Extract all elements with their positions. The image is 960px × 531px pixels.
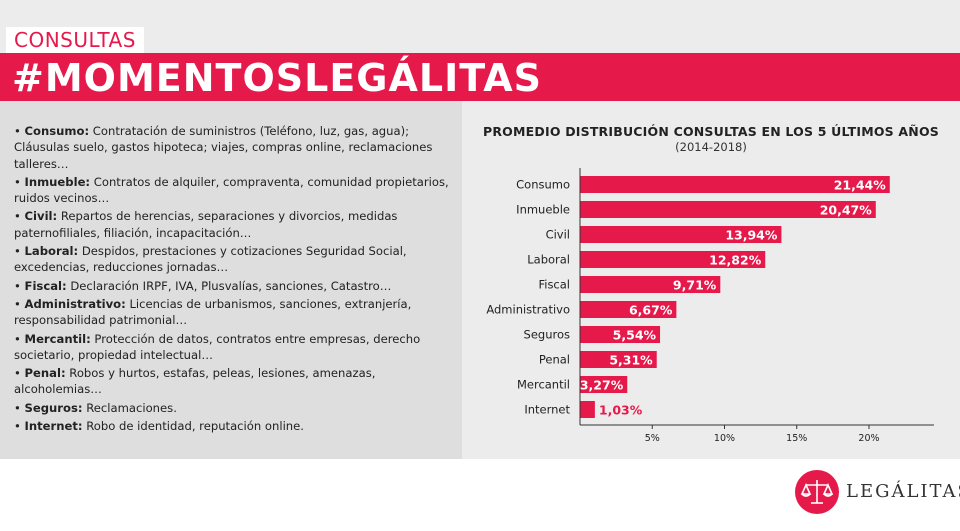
- data-label: 5,31%: [609, 353, 653, 368]
- list-item-text: Despidos, prestaciones y cotizaciones Se…: [14, 244, 407, 275]
- categories-panel: • Consumo: Contratación de suministros (…: [0, 101, 462, 459]
- bullet: •: [14, 331, 25, 346]
- category-list: • Consumo: Contratación de suministros (…: [14, 123, 454, 436]
- bar-chart: Consumo 21,44% Inmueble 20,47% Civil 13,94% La…: [486, 168, 934, 444]
- data-label: 12,82%: [709, 253, 762, 268]
- chart-subtitle: (2014-2018): [675, 140, 747, 154]
- list-item: • Inmueble: Contratos de alquiler, compr…: [14, 174, 454, 207]
- bar: [580, 301, 677, 318]
- list-item-label: Penal:: [24, 366, 66, 381]
- list-item-text: Robos y hurtos, estafas, peleas, lesione…: [14, 366, 376, 397]
- list-item-text: Contratos de alquiler, compraventa, comu…: [14, 174, 449, 206]
- x-tick-label: 20%: [858, 433, 879, 444]
- bar: [580, 226, 782, 243]
- list-item-label: Seguros:: [24, 400, 83, 415]
- list-item: • Internet: Robo de identidad, reputació…: [14, 418, 454, 434]
- category-label: Seguros: [524, 328, 570, 342]
- category-label: Mercantil: [517, 378, 570, 392]
- scales-of-justice-icon: [795, 470, 839, 514]
- category-label: Fiscal: [538, 278, 570, 292]
- list-item-label: Laboral:: [24, 244, 79, 259]
- list-item: • Penal: Robos y hurtos, estafas, peleas…: [14, 365, 454, 398]
- list-item: • Civil: Repartos de herencias, separaci…: [14, 208, 454, 241]
- chart-title: PROMEDIO DISTRIBUCIÓN CONSULTAS EN LOS 5…: [483, 124, 939, 139]
- bullet: •: [14, 366, 25, 381]
- bullet: •: [14, 400, 25, 415]
- bullet: •: [14, 296, 25, 311]
- bullet: •: [14, 419, 25, 434]
- list-item-label: Inmueble:: [24, 174, 91, 189]
- list-item-label: Civil:: [24, 209, 58, 224]
- list-item: • Administrativo: Licencias de urbanismo…: [14, 296, 454, 329]
- x-tick-label: 10%: [714, 433, 735, 444]
- list-item: • Fiscal: Declaración IRPF, IVA, Plusval…: [14, 278, 454, 294]
- data-label: 21,44%: [834, 178, 887, 193]
- category-label: Penal: [539, 353, 570, 367]
- list-item-text: Declaración IRPF, IVA, Plusvalías, sanci…: [70, 278, 392, 293]
- list-item-text: Repartos de herencias, separaciones y di…: [14, 209, 398, 240]
- list-item-label: Fiscal:: [24, 278, 67, 293]
- list-item-label: Mercantil:: [24, 331, 91, 346]
- data-label: 5,54%: [613, 328, 657, 343]
- bar: [580, 326, 661, 343]
- list-item: • Laboral: Despidos, prestaciones y coti…: [14, 243, 454, 276]
- data-label: 3,27%: [580, 378, 624, 393]
- list-item: • Seguros: Reclamaciones.: [14, 400, 454, 416]
- data-label: 20,47%: [820, 203, 873, 218]
- list-item-label: Consumo:: [24, 124, 90, 138]
- data-label: 13,94%: [725, 228, 778, 243]
- category-label: Inmueble: [516, 203, 570, 217]
- category-label: Administrativo: [486, 303, 570, 317]
- list-item-label: Administrativo:: [24, 296, 126, 311]
- data-label: 6,67%: [629, 303, 673, 318]
- data-label: 9,71%: [673, 278, 717, 293]
- category-label: Consumo: [516, 178, 570, 192]
- list-item: • Consumo: Contratación de suministros (…: [14, 123, 454, 172]
- bullet: •: [14, 278, 25, 293]
- list-item-label: Internet:: [24, 419, 83, 434]
- list-item-text: Licencias de urbanismos, sanciones, extr…: [14, 296, 412, 328]
- list-item: • Mercantil: Protección de datos, contra…: [14, 331, 454, 364]
- title-banner: #MOMENTOSLEGÁLITAS: [0, 53, 960, 101]
- x-tick-label: 15%: [786, 433, 807, 444]
- bullet: •: [14, 244, 25, 259]
- category-label: Civil: [546, 228, 570, 242]
- category-label: Internet: [524, 403, 570, 417]
- list-item-text: Robo de identidad, reputación online.: [86, 419, 304, 434]
- category-tag: CONSULTAS: [6, 27, 144, 53]
- bar: [580, 201, 876, 218]
- category-label: Laboral: [527, 253, 570, 267]
- bullet: •: [14, 174, 25, 189]
- bullet: •: [14, 209, 25, 224]
- brand-logo-text: LEGÁLITAS: [846, 481, 960, 502]
- bar: [580, 176, 890, 193]
- bar: [580, 251, 766, 268]
- bar: [580, 376, 628, 393]
- list-item-text: Reclamaciones.: [86, 400, 177, 415]
- bar: [580, 276, 721, 293]
- x-tick-label: 5%: [645, 433, 660, 444]
- bullet: •: [14, 124, 25, 138]
- list-item-text: Protección de datos, contratos entre emp…: [14, 331, 421, 362]
- data-label: 1,03%: [599, 403, 643, 418]
- list-item-text: Contratación de suministros (Teléfono, l…: [14, 124, 433, 171]
- page-title: #MOMENTOSLEGÁLITAS: [12, 56, 542, 100]
- bar: [580, 351, 657, 368]
- bar: [580, 401, 595, 418]
